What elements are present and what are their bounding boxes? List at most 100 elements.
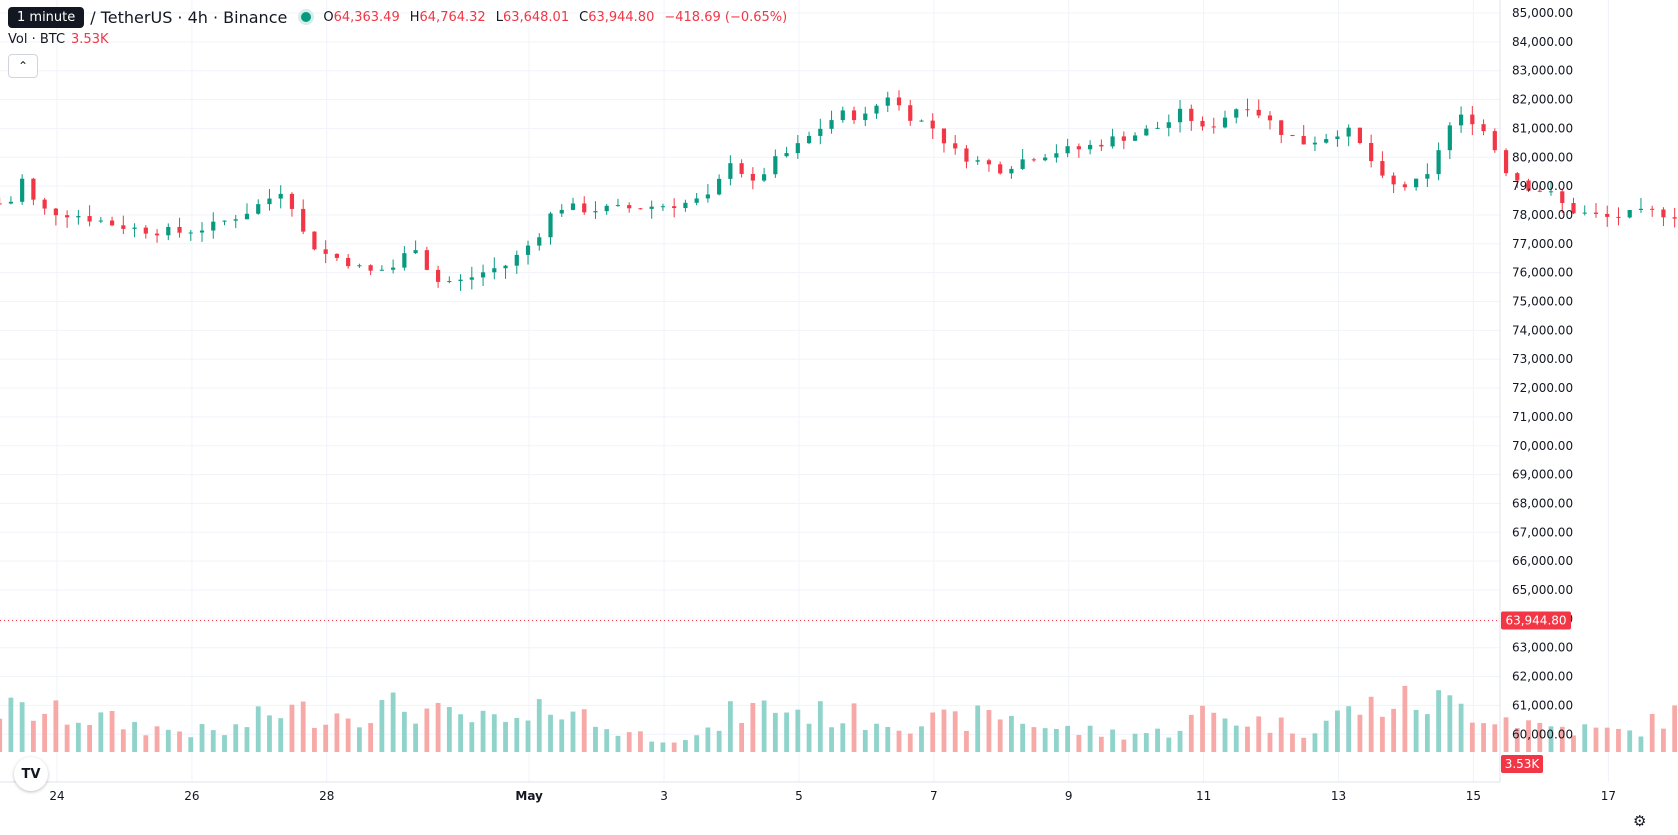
volume-bars bbox=[0, 685, 1678, 752]
volume-bar bbox=[87, 725, 93, 752]
volume-bar bbox=[1481, 723, 1486, 752]
candle-body bbox=[323, 249, 328, 254]
candle-body bbox=[570, 203, 576, 210]
candle-body bbox=[1458, 114, 1464, 126]
candle-body bbox=[1492, 131, 1497, 151]
volume-bar bbox=[323, 724, 329, 752]
volume-bar bbox=[1031, 727, 1037, 752]
last-price-label: 63,944.80 bbox=[1505, 613, 1566, 627]
market-status-dot[interactable] bbox=[301, 12, 312, 22]
candle-body bbox=[413, 250, 418, 254]
volume-legend[interactable]: Vol · BTC 3.53K bbox=[8, 32, 109, 47]
candle-body bbox=[1650, 208, 1655, 210]
candle-body bbox=[435, 269, 441, 282]
candle-body bbox=[503, 265, 508, 269]
volume-bar bbox=[424, 708, 430, 752]
volume-bar bbox=[42, 713, 48, 752]
candle-body bbox=[1110, 136, 1115, 147]
candle-body bbox=[874, 105, 879, 114]
tradingview-logo-icon[interactable]: TV bbox=[14, 757, 48, 791]
price-tick-label: 60,000.00 bbox=[1512, 727, 1573, 741]
candle-body bbox=[615, 205, 621, 207]
volume-bar bbox=[30, 720, 36, 752]
volume-bar bbox=[1053, 728, 1059, 752]
volume-bar bbox=[368, 723, 374, 752]
price-tick-label: 73,000.00 bbox=[1512, 352, 1573, 366]
volume-bar bbox=[694, 735, 700, 752]
candle-body bbox=[1009, 168, 1014, 174]
volume-bar bbox=[649, 741, 655, 752]
volume-value: 3.53K bbox=[71, 32, 109, 47]
volume-bar bbox=[671, 742, 677, 752]
volume-bar bbox=[1559, 726, 1565, 752]
volume-bar bbox=[390, 692, 396, 752]
volume-bar bbox=[896, 730, 902, 752]
candle-body bbox=[1324, 139, 1329, 143]
volume-bar bbox=[53, 700, 59, 752]
candle-body bbox=[1537, 190, 1542, 192]
candle-body bbox=[1503, 150, 1509, 174]
volume-bar bbox=[851, 703, 857, 752]
volume-bar bbox=[1357, 714, 1363, 752]
volume-bar bbox=[975, 705, 981, 752]
price-tick-label: 76,000.00 bbox=[1512, 266, 1573, 280]
price-tick-label: 61,000.00 bbox=[1512, 698, 1573, 712]
volume-bar bbox=[930, 712, 936, 752]
gear-icon[interactable]: ⚙ bbox=[1633, 812, 1647, 830]
volume-bar bbox=[19, 702, 25, 752]
candle-body bbox=[705, 194, 710, 199]
candle-body bbox=[53, 208, 58, 216]
symbol-title[interactable]: / TetherUS · 4h · Binance bbox=[90, 7, 288, 27]
volume-bar bbox=[1469, 722, 1475, 752]
candle-body bbox=[368, 265, 373, 271]
candle-body bbox=[1020, 159, 1025, 169]
volume-bar bbox=[1672, 705, 1678, 752]
candle-body bbox=[806, 135, 812, 144]
volume-bar bbox=[514, 717, 520, 752]
volume-bar bbox=[772, 712, 778, 752]
volume-bar bbox=[1649, 713, 1655, 752]
candle-body bbox=[1132, 135, 1138, 141]
open-label: O bbox=[323, 9, 334, 25]
volume-bar bbox=[1379, 716, 1385, 752]
candle-body bbox=[863, 113, 868, 121]
candle-body bbox=[728, 163, 733, 179]
volume-bar bbox=[300, 701, 306, 752]
candle-body bbox=[1346, 127, 1351, 137]
candle-body bbox=[548, 213, 553, 238]
volume-bar bbox=[941, 709, 947, 752]
time-tick-label: 17 bbox=[1601, 789, 1616, 803]
time-tick-label: 5 bbox=[795, 789, 803, 803]
price-tick-label: 63,000.00 bbox=[1512, 641, 1573, 655]
volume-bar bbox=[1335, 710, 1340, 752]
volume-bar bbox=[1312, 733, 1318, 752]
candle-body bbox=[244, 213, 250, 220]
candle-body bbox=[0, 203, 2, 205]
volume-bar bbox=[615, 735, 621, 752]
candle-body bbox=[1548, 191, 1554, 193]
volume-label: Vol · BTC bbox=[8, 32, 66, 47]
candle-body bbox=[851, 110, 857, 121]
candle-body bbox=[604, 205, 609, 212]
candle-body bbox=[784, 153, 789, 157]
volume-bar bbox=[1200, 705, 1205, 752]
price-tick-label: 78,000.00 bbox=[1512, 208, 1573, 222]
candle-body bbox=[1391, 175, 1396, 185]
price-tick-label: 82,000.00 bbox=[1512, 93, 1573, 107]
candle-body bbox=[492, 268, 497, 273]
ohlc-open: O64,363.49 bbox=[323, 10, 399, 25]
volume-bar bbox=[806, 723, 812, 752]
chart-grid bbox=[0, 0, 1609, 782]
time-tick-label: 24 bbox=[49, 789, 64, 803]
candle-body bbox=[829, 120, 834, 129]
candle-body bbox=[301, 208, 306, 232]
volume-bar bbox=[1548, 726, 1554, 752]
volume-bar bbox=[1616, 728, 1621, 752]
volume-bar bbox=[593, 726, 598, 752]
collapse-legend-button[interactable]: ⌃ bbox=[8, 54, 38, 78]
candle-body bbox=[525, 245, 531, 255]
volume-bar bbox=[840, 723, 846, 752]
volume-bar bbox=[1537, 722, 1543, 752]
volume-bar bbox=[1121, 739, 1127, 752]
